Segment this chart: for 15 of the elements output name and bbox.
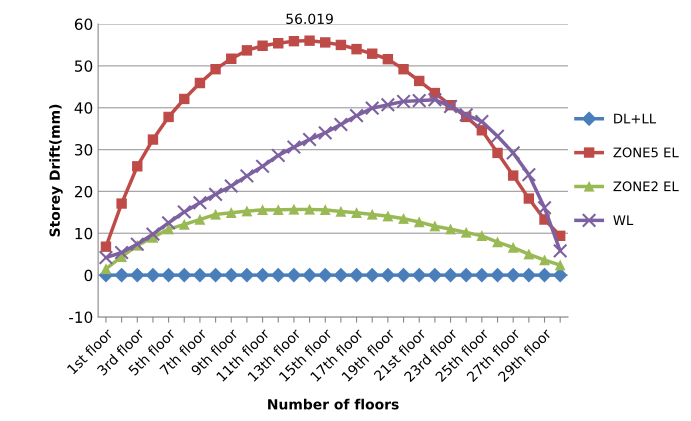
legend-label: DL+LL: [614, 114, 656, 124]
x-axis-title: Number of floors: [268, 398, 399, 410]
y-axis-title: Storey Drift(mm): [49, 104, 63, 236]
y-tick-label: 40: [74, 102, 92, 114]
y-tick-label: 10: [76, 228, 92, 240]
legend-label: ZONE2 EL: [613, 181, 679, 192]
y-tick-label: 0: [84, 270, 92, 282]
y-tick-label: 60: [74, 18, 92, 30]
y-tick-label: 50: [75, 60, 92, 72]
legend-label: ZONE5 EL: [613, 147, 679, 158]
y-tick-label: 20: [74, 186, 92, 198]
legend-label: WL: [613, 215, 634, 225]
y-tick-label: 30: [74, 144, 92, 156]
y-tick-label: -10: [69, 311, 92, 324]
data-label: 56.019: [286, 14, 333, 24]
